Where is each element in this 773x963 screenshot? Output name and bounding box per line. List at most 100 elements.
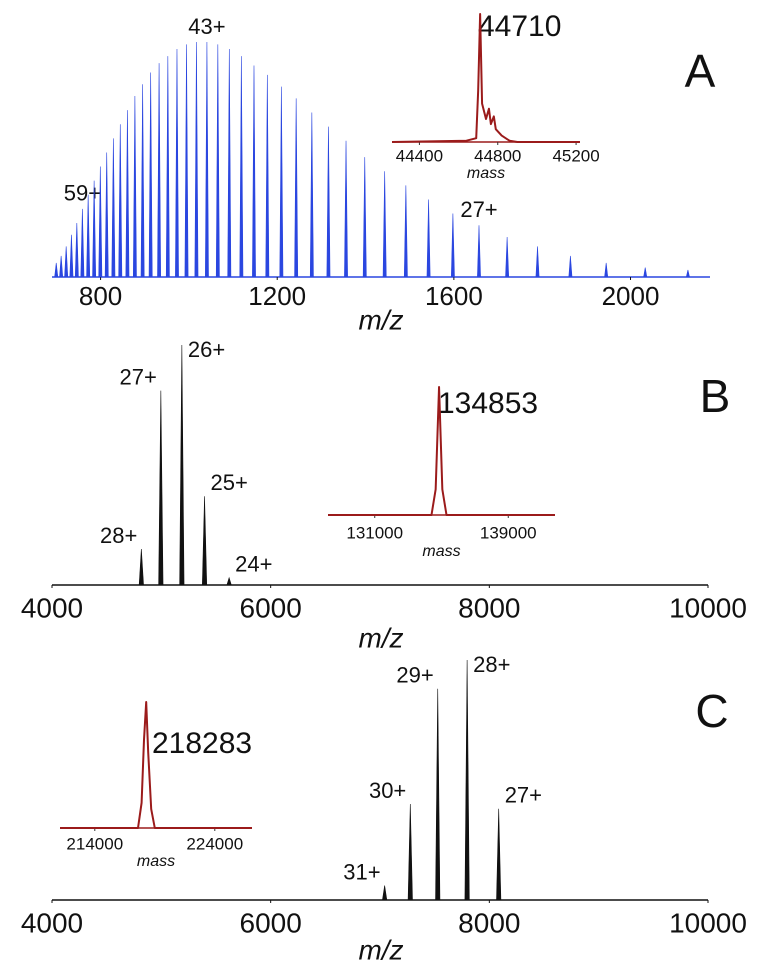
peak: [426, 199, 431, 278]
peak: [227, 49, 232, 278]
peak: [604, 262, 609, 278]
peak: [184, 44, 189, 278]
x-tick-label: 800: [79, 281, 122, 311]
peak: [157, 63, 161, 278]
peak: [326, 126, 331, 278]
x-axis-label: m/z: [358, 934, 403, 963]
peak: [69, 234, 74, 278]
peak: [496, 808, 502, 901]
panel-label: A: [685, 45, 716, 97]
peak: [54, 262, 59, 278]
inset-tick-label: 44400: [396, 146, 443, 165]
panel-label: B: [700, 370, 731, 422]
deconvoluted-curve: [328, 386, 555, 516]
inset-tick-label: 139000: [480, 523, 537, 542]
peak: [477, 225, 481, 278]
peak: [125, 110, 130, 278]
deconvoluted-curve: [391, 13, 580, 143]
deconvoluted-curve: [60, 701, 252, 829]
peak: [86, 194, 91, 278]
peak: [407, 803, 413, 901]
inset-tick-label: 214000: [66, 834, 123, 853]
charge-label: 28+: [100, 523, 137, 548]
peak: [215, 44, 220, 278]
mass-annotation: 218283: [152, 727, 252, 760]
peak: [104, 152, 109, 278]
peak: [568, 255, 573, 278]
peak: [265, 74, 270, 278]
x-tick-label: 1200: [248, 281, 306, 311]
charge-label: 27+: [120, 364, 157, 389]
peak: [132, 96, 137, 278]
peak: [148, 72, 153, 278]
peak: [118, 124, 123, 278]
peak: [138, 548, 144, 586]
peak: [59, 255, 64, 278]
peak: [140, 84, 145, 278]
x-tick-label: 6000: [240, 592, 302, 623]
peak: [194, 41, 199, 278]
peak: [92, 180, 97, 278]
x-tick-label: 6000: [240, 907, 302, 938]
charge-label: 25+: [211, 470, 248, 495]
x-tick-label: 10000: [669, 907, 747, 938]
peak: [382, 171, 387, 278]
peak: [205, 41, 209, 278]
charge-label: 27+: [460, 197, 497, 222]
x-axis-label: m/z: [358, 622, 403, 653]
peak: [239, 56, 244, 278]
peak: [158, 390, 164, 586]
peak: [450, 213, 455, 278]
inset-tick-label: 45200: [552, 146, 599, 165]
x-axis-label: m/z: [358, 304, 403, 335]
inset-tick-label: 224000: [186, 834, 243, 853]
charge-label: 27+: [505, 783, 542, 808]
peak: [294, 98, 299, 278]
peak: [344, 140, 348, 278]
x-tick-label: 2000: [602, 281, 660, 311]
peak: [505, 237, 510, 278]
peak: [165, 56, 170, 278]
charge-label: 29+: [396, 663, 433, 688]
peak: [202, 496, 208, 586]
peak: [435, 688, 441, 901]
x-tick-label: 8000: [458, 592, 520, 623]
peak: [80, 208, 85, 278]
inset-axis-label: mass: [137, 853, 175, 870]
peak: [179, 344, 185, 586]
peak: [279, 86, 284, 278]
peak: [643, 267, 648, 278]
charge-label: 43+: [188, 14, 225, 39]
x-tick-label: 1600: [425, 281, 483, 311]
peak: [685, 269, 690, 278]
inset-axis-label: mass: [467, 165, 505, 182]
charge-label: 24+: [235, 552, 272, 577]
x-tick-label: 4000: [21, 592, 83, 623]
peak: [175, 49, 179, 278]
peak: [111, 138, 116, 278]
charge-label: 59+: [64, 181, 101, 206]
peak: [535, 246, 540, 278]
charge-label: 28+: [473, 652, 510, 677]
peak: [464, 659, 470, 901]
charge-label: 31+: [343, 859, 380, 884]
x-tick-label: 10000: [669, 592, 747, 623]
charge-label: 26+: [188, 337, 225, 362]
x-tick-label: 8000: [458, 907, 520, 938]
inset-tick-label: 131000: [346, 523, 403, 542]
peak: [252, 65, 256, 278]
inset-axis-label: mass: [422, 543, 460, 560]
mass-annotation: 134853: [438, 387, 538, 420]
x-tick-label: 4000: [21, 907, 83, 938]
peak: [309, 112, 314, 278]
mass-annotation: 44710: [478, 10, 561, 43]
peak: [362, 157, 367, 278]
panel-label: C: [695, 685, 728, 737]
peak: [98, 166, 103, 278]
peak: [403, 185, 408, 278]
charge-label: 30+: [369, 778, 406, 803]
peak: [226, 576, 232, 586]
peak: [74, 222, 79, 278]
inset-tick-label: 44800: [474, 146, 521, 165]
